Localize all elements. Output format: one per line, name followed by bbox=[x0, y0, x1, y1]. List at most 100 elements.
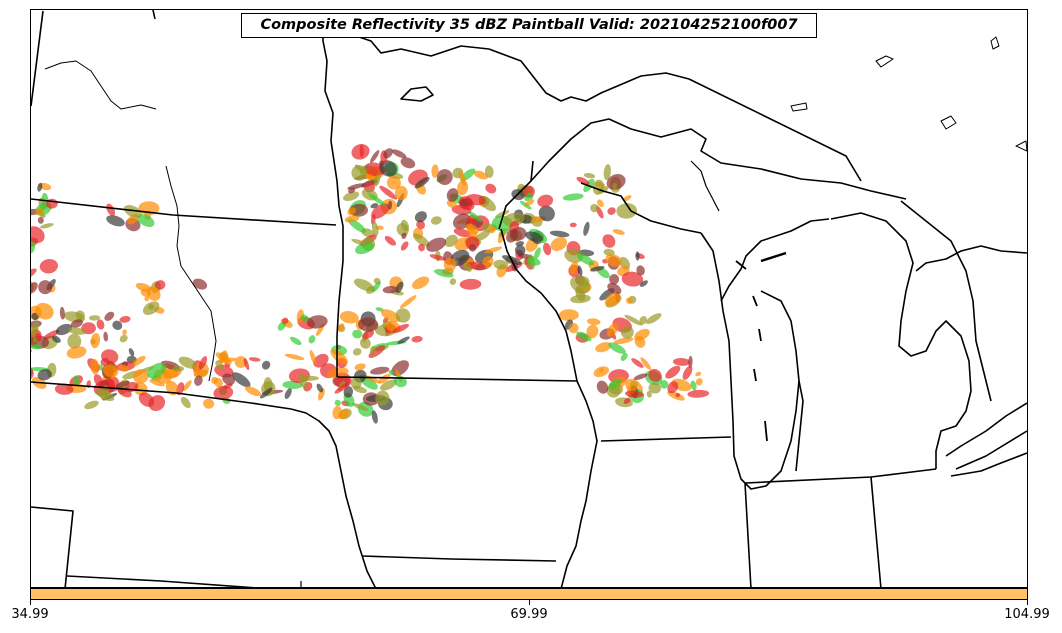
reflectivity-blob bbox=[526, 192, 532, 198]
reflectivity-blob bbox=[373, 277, 381, 285]
reflectivity-blob bbox=[300, 314, 309, 322]
reflectivity-blob bbox=[31, 326, 39, 337]
colorbar-tick-label: 69.99 bbox=[510, 607, 548, 622]
state-border bbox=[290, 408, 376, 587]
reflectivity-blob bbox=[31, 344, 42, 350]
reflectivity-blob bbox=[416, 220, 425, 230]
state-border bbox=[498, 160, 534, 230]
reflectivity-blob bbox=[386, 175, 401, 190]
lake-erie-shore bbox=[950, 452, 1027, 477]
reflectivity-blob bbox=[675, 392, 681, 398]
reflectivity-blob bbox=[606, 322, 619, 337]
reflectivity-blob bbox=[154, 280, 166, 290]
reflectivity-blob bbox=[537, 194, 554, 208]
reflectivity-blob bbox=[549, 230, 570, 238]
reflectivity-blob bbox=[318, 388, 325, 401]
state-border bbox=[600, 436, 732, 442]
reflectivity-blob bbox=[176, 382, 185, 396]
reflectivity-blob bbox=[485, 183, 497, 194]
reflectivity-blob bbox=[137, 214, 155, 227]
lake-outline bbox=[1015, 140, 1027, 152]
reflectivity-blob bbox=[608, 378, 622, 390]
reflectivity-blob bbox=[59, 306, 65, 320]
reflectivity-blob bbox=[612, 183, 618, 190]
reflectivity-blob bbox=[534, 247, 541, 260]
reflectivity-blob bbox=[38, 280, 53, 295]
reflectivity-blob bbox=[576, 176, 590, 185]
reflectivity-blob bbox=[371, 410, 378, 424]
peninsula bbox=[690, 160, 720, 212]
reflectivity-blob bbox=[31, 282, 38, 295]
lake-outline bbox=[340, 30, 490, 57]
lake-michigan-shore bbox=[700, 232, 800, 490]
reflectivity-blob bbox=[369, 346, 376, 356]
reflectivity-blob bbox=[444, 234, 458, 248]
reflectivity-blob bbox=[414, 177, 430, 189]
lake-outline bbox=[990, 36, 1000, 50]
river bbox=[165, 165, 217, 382]
reflectivity-blob bbox=[493, 259, 509, 270]
reflectivity-blob bbox=[122, 329, 127, 336]
reflectivity-blob bbox=[607, 207, 616, 215]
reflectivity-blob bbox=[524, 199, 535, 207]
reflectivity-blob bbox=[308, 335, 316, 344]
reflectivity-blob bbox=[695, 378, 703, 386]
reflectivity-blob bbox=[378, 374, 391, 384]
reflectivity-blob bbox=[96, 319, 105, 330]
reflectivity-blob bbox=[354, 363, 366, 371]
reflectivity-blob bbox=[35, 302, 54, 320]
colorbar bbox=[30, 588, 1028, 600]
reflectivity-blob bbox=[665, 365, 681, 379]
reflectivity-blob bbox=[590, 203, 599, 213]
state-border bbox=[31, 381, 292, 410]
reflectivity-blob bbox=[525, 231, 543, 242]
reflectivity-blob bbox=[625, 390, 644, 398]
reflectivity-blob bbox=[131, 355, 146, 367]
reflectivity-blob bbox=[347, 207, 356, 216]
reflectivity-blob bbox=[343, 191, 360, 202]
reflectivity-blob bbox=[149, 379, 165, 387]
state-border bbox=[744, 468, 937, 484]
lower-michigan-shore bbox=[795, 380, 804, 472]
reflectivity-blob bbox=[306, 315, 328, 329]
reflectivity-blob bbox=[484, 246, 503, 254]
reflectivity-blob bbox=[37, 182, 43, 192]
reflectivity-blob bbox=[429, 254, 447, 261]
reflectivity-blob bbox=[289, 336, 302, 346]
reflectivity-blob bbox=[73, 375, 80, 386]
reflectivity-blob bbox=[362, 330, 375, 340]
reflectivity-blob bbox=[506, 229, 518, 243]
reflectivity-blob bbox=[261, 360, 271, 370]
reflectivity-blob bbox=[468, 211, 483, 223]
reflectivity-blob bbox=[178, 356, 197, 369]
reflectivity-blob bbox=[634, 335, 646, 348]
reflectivity-blob bbox=[606, 174, 626, 190]
reflectivity-blob bbox=[636, 265, 645, 276]
reflectivity-blob bbox=[577, 265, 583, 276]
reflectivity-blob bbox=[412, 233, 430, 247]
reflectivity-blob bbox=[593, 366, 609, 378]
reflectivity-blob bbox=[383, 148, 393, 159]
reflectivity-blob bbox=[351, 402, 369, 411]
reflectivity-blob bbox=[595, 342, 612, 353]
reflectivity-blob bbox=[133, 368, 149, 384]
reflectivity-blob bbox=[327, 367, 349, 379]
reflectivity-blob bbox=[222, 373, 236, 386]
reflectivity-blob bbox=[514, 245, 526, 256]
reflectivity-blob bbox=[243, 358, 250, 371]
reflectivity-blob bbox=[446, 199, 458, 209]
reflectivity-blob bbox=[284, 353, 305, 361]
reflectivity-blob bbox=[468, 244, 477, 252]
reflectivity-blob bbox=[43, 329, 60, 340]
reflectivity-blob bbox=[453, 228, 472, 238]
reflectivity-blob bbox=[316, 383, 324, 393]
state-border bbox=[31, 198, 337, 226]
boundary-lines bbox=[31, 10, 1027, 587]
reflectivity-blob bbox=[569, 261, 579, 275]
reflectivity-blob bbox=[526, 257, 541, 266]
reflectivity-blob bbox=[297, 375, 319, 382]
reflectivity-blob bbox=[90, 358, 100, 375]
reflectivity-blob bbox=[503, 212, 525, 227]
reflectivity-blob bbox=[144, 296, 150, 302]
reflectivity-blob bbox=[623, 397, 631, 404]
